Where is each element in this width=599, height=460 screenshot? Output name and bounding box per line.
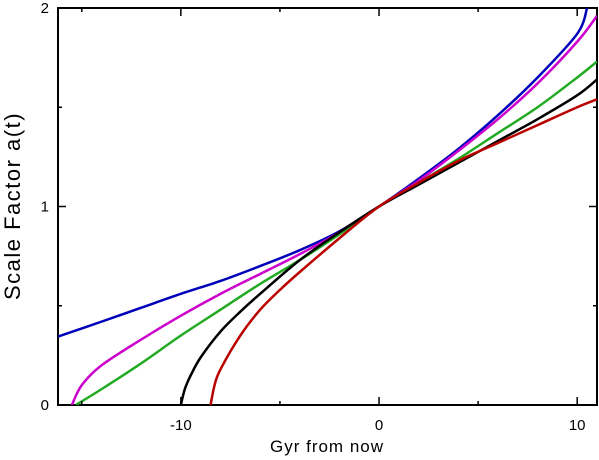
series-line-3: [75, 60, 597, 405]
x-tick-label: -10: [170, 417, 192, 434]
series-line-1: [58, 8, 589, 338]
y-tick-label: 1: [41, 199, 49, 216]
plot-frame: [57, 7, 598, 406]
tick-layer: -10 0 10 0 1 2: [41, 0, 597, 434]
y-axis-label: Scale Factor a(t): [0, 112, 25, 300]
series-line-4: [179, 78, 597, 405]
y-tick-label: 2: [41, 0, 49, 17]
y-tick-label: 0: [41, 397, 49, 414]
x-tick-label: 0: [375, 417, 383, 434]
x-axis-label: Gyr from now: [270, 437, 384, 456]
series-line-5: [209, 98, 597, 405]
series-line-2: [70, 15, 597, 405]
series-layer: [58, 8, 597, 405]
x-tick-label: 10: [569, 417, 586, 434]
